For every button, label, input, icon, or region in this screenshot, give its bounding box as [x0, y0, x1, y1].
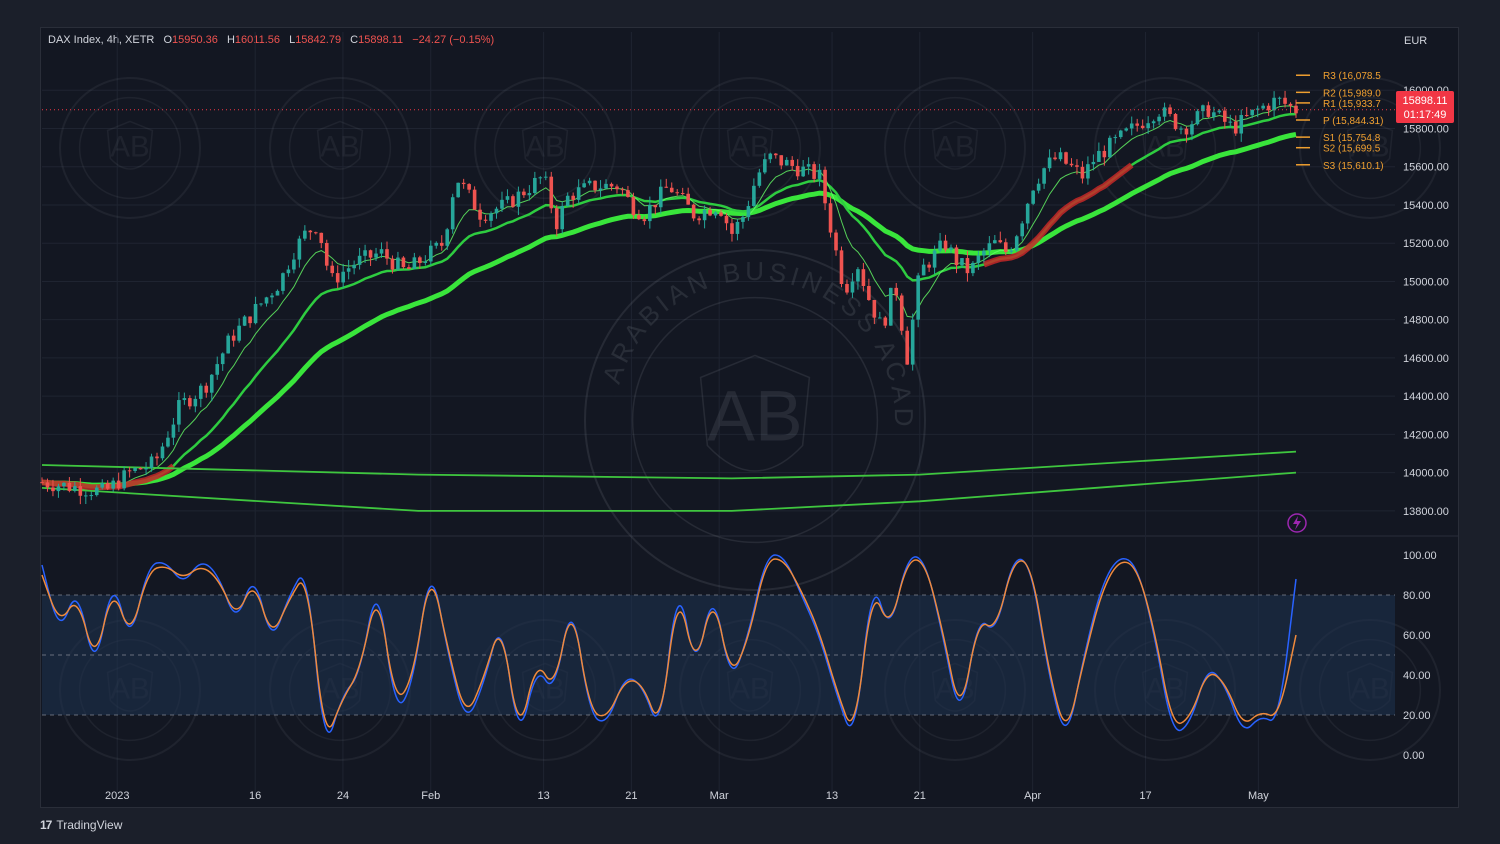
chart-frame	[40, 27, 1459, 808]
change-value: −24.27 (−0.15%)	[412, 34, 495, 46]
high-label: H	[226, 34, 235, 46]
ohlc-legend: DAX Index, 4h, XETR O15950.36 H16011.56 …	[48, 34, 494, 46]
tradingview-branding[interactable]: 17 TradingView	[40, 818, 122, 832]
close-label: C	[350, 34, 359, 46]
symbol-label[interactable]: DAX Index, 4h, XETR	[48, 34, 155, 46]
low-value: 15842.79	[295, 34, 342, 46]
tradingview-logo-icon: 17	[40, 818, 52, 832]
low-label: L	[289, 34, 296, 46]
high-value: 16011.56	[234, 34, 280, 46]
tradingview-name: TradingView	[56, 818, 123, 832]
open-label: O	[163, 34, 173, 46]
close-value: 15898.11	[358, 34, 404, 46]
open-value: 15950.36	[172, 34, 218, 46]
